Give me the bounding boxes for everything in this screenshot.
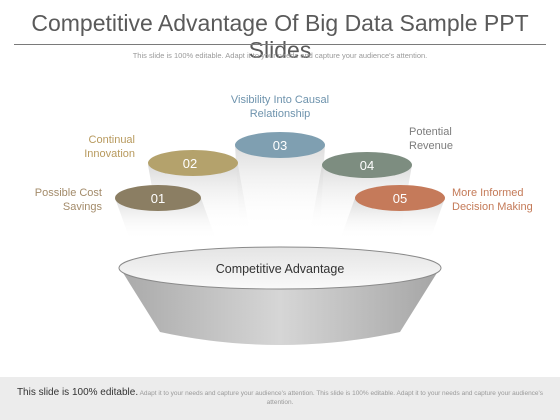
base-bowl-body: [120, 268, 440, 345]
disc-03: [235, 132, 325, 158]
item-label-03-line1: Visibility Into Causal: [230, 94, 330, 106]
base-label: Competitive Advantage: [216, 262, 345, 276]
title-divider: [14, 44, 546, 45]
disc-number-04: 04: [360, 158, 374, 173]
footer-text: This slide is 100% editable. Adapt it to…: [14, 388, 546, 407]
disc-number-02: 02: [183, 156, 197, 171]
item-label-03: Visibility Into Causal Relationship: [200, 93, 360, 121]
disc-number-05: 05: [393, 191, 407, 206]
footer-lead: This slide is 100% editable.: [16, 387, 139, 398]
slide-subtitle: This slide is 100% editable. Adapt it to…: [132, 51, 428, 60]
disc-number-01: 01: [151, 191, 165, 206]
item-label-02: Continual Innovation: [84, 133, 135, 161]
item-label-01-line1: Possible Cost: [34, 187, 102, 199]
disc-04: [322, 152, 412, 178]
disc-01: [115, 185, 201, 211]
item-label-02-line2: Innovation: [84, 148, 135, 160]
item-label-01: Possible Cost Savings: [35, 186, 102, 214]
slide-title: Competitive Advantage Of Big Data Sample…: [31, 10, 529, 63]
item-label-04-line2: Revenue: [409, 140, 454, 152]
disc-number-03: 03: [273, 138, 287, 153]
disc-05: [355, 185, 445, 211]
footer-body: Adapt it to your needs and capture your …: [139, 390, 544, 406]
item-label-05-line1: More Informed: [452, 187, 524, 199]
item-label-04: Potential Revenue: [409, 125, 453, 153]
item-label-01-line2: Savings: [62, 201, 102, 213]
beam-03: [235, 145, 325, 228]
disc-02: [148, 150, 238, 176]
item-label-05: More Informed Decision Making: [452, 186, 533, 214]
item-label-03-line2: Relationship: [249, 108, 311, 120]
item-label-05-line2: Decision Making: [452, 201, 533, 213]
item-label-02-line1: Continual: [88, 134, 135, 146]
item-label-04-line1: Potential: [409, 126, 452, 138]
footer-bar: This slide is 100% editable. Adapt it to…: [0, 377, 560, 420]
base-bowl-rim: [118, 246, 442, 290]
